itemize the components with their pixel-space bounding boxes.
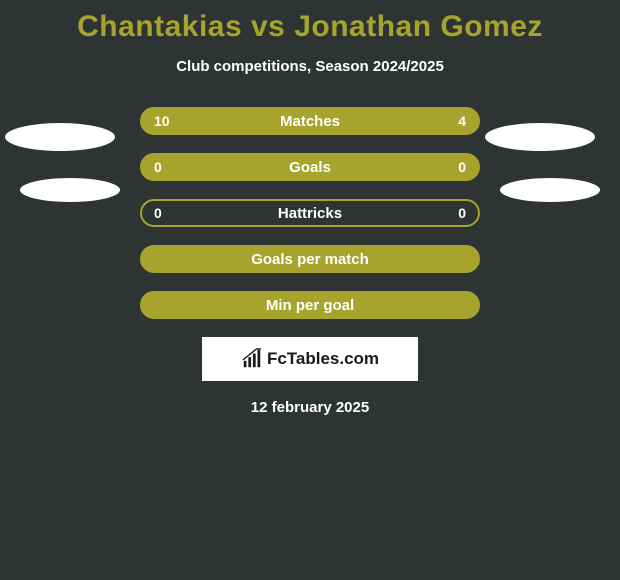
decorative-ellipse — [500, 178, 600, 202]
brand-text: FcTables.com — [267, 349, 379, 369]
stat-label: Goals — [142, 155, 478, 179]
stat-label: Goals per match — [142, 247, 478, 271]
decorative-ellipse — [20, 178, 120, 202]
stat-right-value: 4 — [458, 109, 466, 133]
stat-label: Matches — [142, 109, 478, 133]
stat-left-value: 10 — [154, 109, 170, 133]
stat-label: Min per goal — [142, 293, 478, 317]
stat-left-value: 0 — [154, 201, 162, 225]
brand-box: FcTables.com — [202, 337, 418, 381]
stat-row: Goals per match — [140, 245, 480, 273]
stat-right-value: 0 — [458, 155, 466, 179]
stat-row: Hattricks0 0 — [140, 199, 480, 227]
date-line: 12 february 2025 — [0, 399, 620, 416]
decorative-ellipse — [5, 123, 115, 151]
page-title: Chantakias vs Jonathan Gomez — [0, 0, 620, 44]
subtitle: Club competitions, Season 2024/2025 — [0, 58, 620, 75]
stat-row: Matches10 4 — [140, 107, 480, 135]
stat-left-value: 0 — [154, 155, 162, 179]
stat-row: Min per goal — [140, 291, 480, 319]
stat-right-value: 0 — [458, 201, 466, 225]
decorative-ellipse — [485, 123, 595, 151]
chart-icon — [241, 348, 263, 370]
stat-row: Goals0 0 — [140, 153, 480, 181]
stat-label: Hattricks — [142, 201, 478, 225]
